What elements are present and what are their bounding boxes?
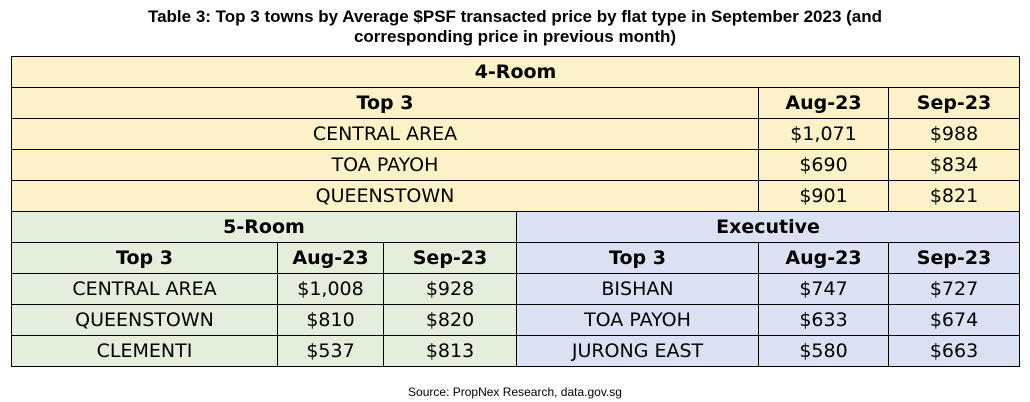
executive-aug: $747 — [758, 273, 889, 305]
table-row: QUEENSTOWN $901 $821 — [11, 180, 1021, 212]
four-room-col-aug: Aug-23 — [758, 87, 889, 119]
executive-col-top3: Top 3 — [516, 242, 759, 274]
four-room-heading-row: 4-Room — [10, 56, 1021, 88]
four-room-heading: 4-Room — [10, 56, 1021, 88]
table-row: QUEENSTOWN $810 $820 TOA PAYOH $633 $674 — [11, 304, 1021, 336]
four-room-town: QUEENSTOWN — [11, 180, 759, 212]
four-room-aug: $690 — [758, 149, 889, 181]
four-room-sep: $821 — [887, 180, 1021, 212]
five-room-town: QUEENSTOWN — [11, 304, 278, 336]
title-line-1: Table 3: Top 3 towns by Average $PSF tra… — [147, 7, 883, 26]
five-room-col-sep: Sep-23 — [383, 242, 517, 274]
table-row: CENTRAL AREA $1,071 $988 — [11, 118, 1021, 150]
five-room-aug: $537 — [277, 335, 384, 367]
four-room-header-row: Top 3 Aug-23 Sep-23 — [11, 87, 1021, 119]
five-room-sep: $820 — [383, 304, 517, 336]
price-table-wrapper: 4-Room Top 3 Aug-23 Sep-23 CENTRAL AREA … — [10, 56, 1021, 367]
four-room-aug: $901 — [758, 180, 889, 212]
title-line-2: corresponding price in previous month) — [353, 27, 677, 46]
table-title: Table 3: Top 3 towns by Average $PSF tra… — [0, 7, 1030, 47]
section-header-row: Top 3 Aug-23 Sep-23 Top 3 Aug-23 Sep-23 — [11, 242, 1021, 274]
four-room-col-top3: Top 3 — [11, 87, 759, 119]
five-room-sep: $813 — [383, 335, 517, 367]
executive-aug: $580 — [758, 335, 889, 367]
executive-col-aug: Aug-23 — [758, 242, 889, 274]
four-room-col-sep: Sep-23 — [887, 87, 1021, 119]
five-room-col-top3: Top 3 — [11, 242, 278, 274]
table-row: CLEMENTI $537 $813 JURONG EAST $580 $663 — [11, 335, 1021, 367]
five-room-heading: 5-Room — [11, 211, 517, 243]
executive-aug: $633 — [758, 304, 889, 336]
executive-town: JURONG EAST — [516, 335, 759, 367]
executive-sep: $727 — [887, 273, 1021, 305]
four-room-town: TOA PAYOH — [11, 149, 759, 181]
table-row: TOA PAYOH $690 $834 — [11, 149, 1021, 181]
source-caption: Source: PropNex Research, data.gov.sg — [408, 385, 622, 399]
price-table: 4-Room Top 3 Aug-23 Sep-23 CENTRAL AREA … — [10, 56, 1021, 367]
executive-sep: $663 — [887, 335, 1021, 367]
four-room-sep: $988 — [887, 118, 1021, 150]
executive-heading: Executive — [515, 211, 1021, 243]
section-heading-row: 5-Room Executive — [11, 211, 1021, 243]
four-room-town: CENTRAL AREA — [11, 118, 759, 150]
four-room-sep: $834 — [887, 149, 1021, 181]
executive-col-sep: Sep-23 — [887, 242, 1021, 274]
five-room-col-aug: Aug-23 — [277, 242, 384, 274]
five-room-town: CLEMENTI — [11, 335, 278, 367]
table-row: CENTRAL AREA $1,008 $928 BISHAN $747 $72… — [11, 273, 1021, 305]
executive-sep: $674 — [887, 304, 1021, 336]
five-room-town: CENTRAL AREA — [11, 273, 278, 305]
executive-town: BISHAN — [516, 273, 759, 305]
five-room-aug: $810 — [277, 304, 384, 336]
five-room-sep: $928 — [383, 273, 517, 305]
five-room-aug: $1,008 — [277, 273, 384, 305]
executive-town: TOA PAYOH — [516, 304, 759, 336]
four-room-aug: $1,071 — [758, 118, 889, 150]
